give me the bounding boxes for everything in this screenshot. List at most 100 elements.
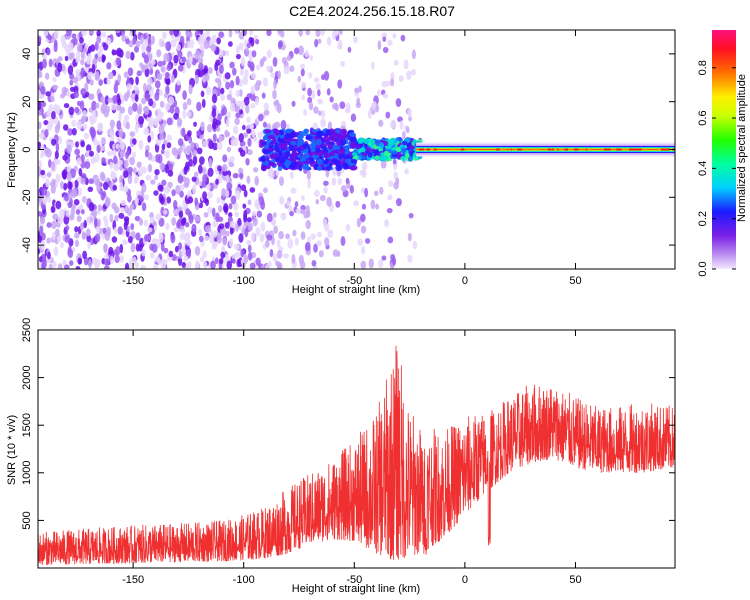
spectrogram-noise-cell: [186, 111, 192, 118]
spectrogram-noise-cell: [50, 184, 56, 194]
spectrogram-noise-cell: [91, 63, 96, 74]
spectrogram-noise-cell: [203, 260, 208, 269]
spectrogram-noise-cell: [111, 171, 117, 180]
spectrogram-noise-cell: [231, 258, 236, 264]
snr-y-tick-label: 1000: [21, 461, 33, 485]
spectrogram-noise-cell: [51, 231, 56, 241]
spectrogram-tone-peak: [636, 148, 642, 151]
spectrogram-noise-cell: [350, 113, 357, 122]
spectrogram-noise-cell: [59, 181, 65, 190]
spectrogram-noise-cell: [289, 65, 295, 72]
spectrogram-noise-cell: [97, 218, 101, 228]
spectrogram-noise-cell: [308, 72, 313, 79]
spectrogram-noise-cell: [149, 67, 154, 75]
spectrogram-tone-peak: [558, 148, 563, 151]
spectrogram-noise-cell: [198, 62, 204, 71]
spectrogram-noise-cell: [323, 70, 330, 81]
spectrogram-noise-cell: [361, 169, 367, 178]
spectrogram-noise-cell: [100, 137, 106, 146]
spectrogram-noise-cell: [50, 205, 56, 214]
snr-x-tick-label: -100: [233, 574, 255, 586]
spectrogram-noise-cell: [103, 243, 108, 251]
spectrogram-noise-cell: [390, 78, 395, 87]
spectrogram-noise-cell: [72, 203, 76, 209]
spectrogram-noise-cell: [387, 194, 393, 201]
spectrogram-tone-peak: [628, 148, 633, 151]
spectrogram-noise-cell: [124, 262, 130, 269]
spectrogram-noise-cell: [228, 30, 233, 38]
spectrogram-noise-cell: [203, 65, 209, 74]
spectrogram-noise-cell: [96, 144, 101, 154]
spectrogram-noise-cell: [226, 93, 232, 101]
spectrogram-noise-cell: [395, 98, 402, 108]
spectrogram-noise-cell: [217, 205, 223, 213]
snr-frame: [37, 329, 676, 569]
colorbar-tick-label: 0.4: [697, 161, 709, 176]
spectrogram-noise-cell: [230, 195, 237, 205]
spectrogram-noise-cell: [207, 66, 213, 75]
spectrogram-tone-peak: [419, 148, 425, 151]
spectrogram-noise-cell: [79, 37, 84, 44]
spectrogram-noise-cell: [69, 86, 76, 92]
spectrogram-transition-cell: [311, 142, 317, 147]
spectrogram-noise-cell: [224, 253, 230, 264]
spectrogram-noise-cell: [273, 79, 277, 90]
spectrogram-noise-cell: [138, 218, 144, 226]
spectrogram-transition-cell: [393, 139, 398, 144]
spectrogram-noise-cell: [277, 70, 281, 80]
spectrogram-transition-cell: [315, 139, 322, 146]
spectrogram-transition-cell: [284, 159, 291, 167]
spectrogram-noise-cell: [67, 201, 73, 209]
spectrogram-noise-cell: [42, 194, 47, 205]
spectrogram-noise-cell: [322, 218, 328, 228]
spectrogram-noise-cell: [38, 260, 42, 269]
spectrogram-noise-cell: [217, 165, 222, 172]
spectrogram-noise-cell: [381, 32, 388, 39]
spectrogram-noise-cell: [46, 172, 52, 178]
spectrogram-noise-cell: [38, 35, 42, 43]
spectrogram-noise-cell: [85, 144, 92, 153]
spectrogram-noise-cell: [174, 245, 179, 253]
spectrogram-noise-cell: [154, 91, 160, 101]
spectrogram-noise-cell: [129, 156, 136, 166]
spectrogram-noise-cell: [69, 42, 74, 52]
spectrogram-noise-cell: [198, 228, 202, 236]
spectrogram-noise-cell: [246, 239, 252, 246]
spectrogram-y-tick-label: -40: [21, 237, 33, 253]
spectrogram-transition-cell: [278, 149, 283, 156]
spectrogram-noise-cell: [94, 264, 100, 269]
spectrogram-noise-cell: [81, 209, 85, 215]
spectrogram-noise-cell: [235, 89, 240, 97]
spectrogram-transition-cell: [337, 154, 345, 159]
spectrogram-noise-cell: [266, 30, 272, 37]
spectrogram-transition-cell: [290, 140, 297, 146]
spectrogram-tone-peak: [451, 148, 456, 151]
spectrogram-noise-cell: [229, 61, 235, 69]
spectrogram-noise-cell: [272, 253, 278, 263]
spectrogram-noise-cell: [91, 100, 97, 111]
spectrogram-transition-cell: [336, 133, 343, 140]
spectrogram-noise-cell: [194, 245, 201, 256]
spectrogram-transition-cell: [350, 141, 356, 146]
spectrogram-noise-cell: [38, 166, 42, 177]
spectrogram-noise-cell: [38, 70, 43, 79]
spectrogram-noise-cell: [225, 174, 230, 185]
spectrogram-noise-cell: [109, 213, 114, 223]
spectrogram-transition-cell: [363, 138, 371, 145]
spectrogram-noise-cell: [239, 68, 244, 76]
colorbar-label: Normalized spectral amplitude: [736, 74, 748, 222]
spectrogram-noise-cell: [392, 158, 397, 165]
spectrogram-noise-cell: [198, 156, 205, 165]
spectrogram-noise-cell: [235, 53, 241, 60]
spectrogram-noise-cell: [245, 157, 250, 166]
spectrogram-noise-cell: [81, 230, 86, 241]
spectrogram-transition-cell: [275, 156, 281, 162]
spectrogram-noise-cell: [301, 81, 307, 89]
spectrogram-transition-cell: [383, 150, 389, 157]
spectrogram-noise-cell: [279, 195, 285, 205]
spectrogram-noise-cell: [44, 72, 50, 80]
spectrogram-noise-cell: [139, 196, 144, 203]
spectrogram-noise-cell: [242, 132, 249, 139]
spectrogram-noise-cell: [167, 181, 173, 188]
spectrogram-noise-cell: [251, 50, 257, 58]
